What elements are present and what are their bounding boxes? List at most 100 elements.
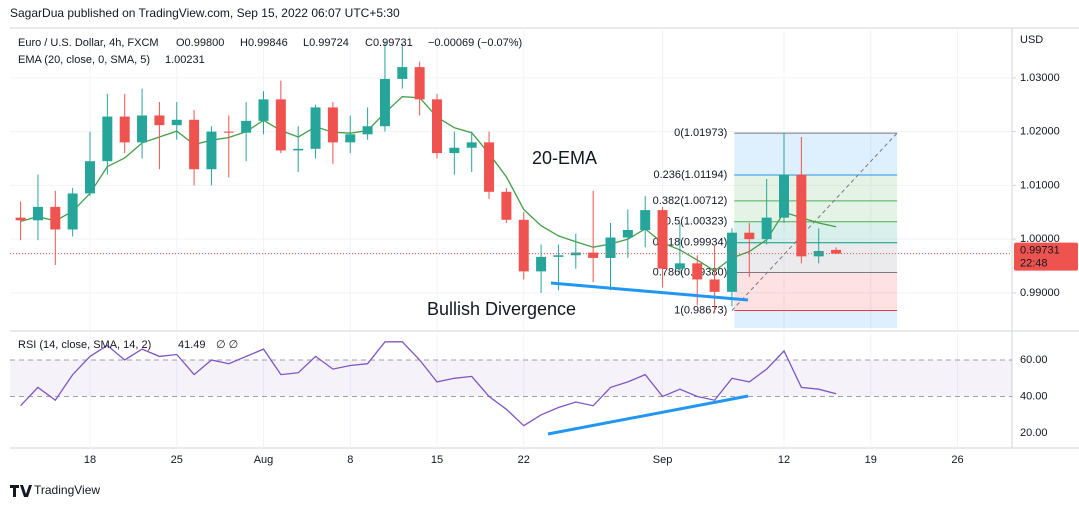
candle-body [831,249,842,254]
x-tick-label: 8 [347,454,353,466]
rsi-tick-label: 40.00 [1020,390,1048,402]
candle-body [362,126,373,135]
ema-annotation: 20-EMA [532,148,597,168]
y-tick-label: 1.01000 [1020,179,1060,191]
footer-brand: TradingView [34,483,100,497]
candle-body [761,217,772,240]
fib-zone [734,221,898,243]
plot: 18 25 Aug 8 15 22 Sep 12 19 26 0.99000 1.00000 1.010… [10,30,1078,466]
candle-body [345,134,356,143]
fib-zone [734,174,898,201]
candle-body [189,119,200,170]
rsi-value: 41.49 [178,339,206,351]
candle-body [622,230,633,238]
footer-logo: TradingView [10,483,100,497]
candle-body [119,116,130,143]
x-tick-label: Aug [254,454,274,466]
candle-body [709,279,720,292]
fib-label: 0.786(0.99380) [653,266,728,278]
candle-body [813,250,824,257]
rsi-tick-label: 60.00 [1020,354,1048,366]
fib-label: 1(0.98673) [674,304,727,316]
x-tick-label: 22 [518,454,530,466]
candle-body [397,67,408,79]
fib-zone [734,272,898,311]
candle-body [518,219,529,272]
candle-body [241,120,252,133]
legend: Euro / U.S. Dollar, 4h, FXCM O0.99800 H0… [18,37,522,351]
divergence-annotation: Bullish Divergence [427,299,576,319]
candle-body [414,67,425,100]
rsi-band [10,360,1012,397]
candle-body [293,148,304,151]
candle-body [32,206,43,221]
fib-extension [734,310,898,328]
fib-label: 0.382(1.00712) [653,195,728,207]
x-tick-label: 25 [171,454,183,466]
currency: USD [1020,34,1043,46]
candle-body [484,142,495,192]
rsi-extra: ∅ ∅ [216,339,238,351]
candle-body [67,193,78,230]
logo-mark [10,485,32,497]
low-text: L0.99724 [303,37,349,49]
fib-label: 0.236(1.01194) [653,169,727,181]
candle-body [449,147,460,154]
x-tick-label: 26 [951,454,963,466]
candle-body [137,115,148,143]
candle-body [726,232,737,292]
rsi-line [20,341,837,427]
candle-body [102,116,113,162]
candle-body [501,191,512,220]
x-tick-label: 18 [84,454,96,466]
rsi-label: RSI (14, close, SMA, 14, 2) [18,339,151,351]
candle-body [796,174,807,257]
y-tick-label: 1.03000 [1020,72,1060,84]
candle-body [85,161,95,194]
candle-body [275,99,286,151]
fib-label: 0(1.01973) [674,127,727,139]
rsi-tick-label: 20.00 [1020,427,1048,439]
candle-body [379,78,390,127]
candle-body [466,142,477,148]
candle-body [570,252,581,256]
y-tick-label: 0.99000 [1020,287,1060,299]
candle-body [779,174,789,218]
x-tick-label: 15 [431,454,443,466]
fib-zone [734,242,898,273]
x-tick-label: 19 [865,454,877,466]
candle-body [536,256,547,272]
candle-body [310,107,321,149]
candle-body [553,255,564,257]
last-price-label: 0.99731 [1020,245,1060,257]
candle-body [154,115,165,126]
candle-body [744,232,755,240]
candle-body [605,237,616,258]
ema-value: 1.00231 [165,54,205,66]
open-text: O0.99800 [176,37,224,49]
countdown-label: 22:48 [1020,258,1048,270]
published-note: SagarDua published on TradingView.com, S… [10,6,400,20]
fib-zone [734,133,898,175]
fib-label: 0.618(0.99934) [653,237,728,249]
high-text: H0.99846 [240,37,288,49]
ema-label: EMA (20, close, 0, SMA, 5) [18,54,150,66]
divergence-line-price [550,281,749,302]
candle-body [657,210,668,269]
candle-body [588,252,599,258]
candle-body [640,210,651,230]
x-tick-label: 12 [778,454,790,466]
y-tick-label: 1.02000 [1020,126,1060,138]
fib-zone [734,200,898,222]
candle-body [327,107,338,143]
divergence-line-rsi [547,394,749,436]
candle-body [206,131,217,170]
candle-body [50,206,61,230]
candle-body [171,119,182,126]
y-tick-label: 1.00000 [1020,233,1060,245]
candle-body [674,263,685,269]
candle-body [692,263,703,280]
candle-body [258,99,269,121]
